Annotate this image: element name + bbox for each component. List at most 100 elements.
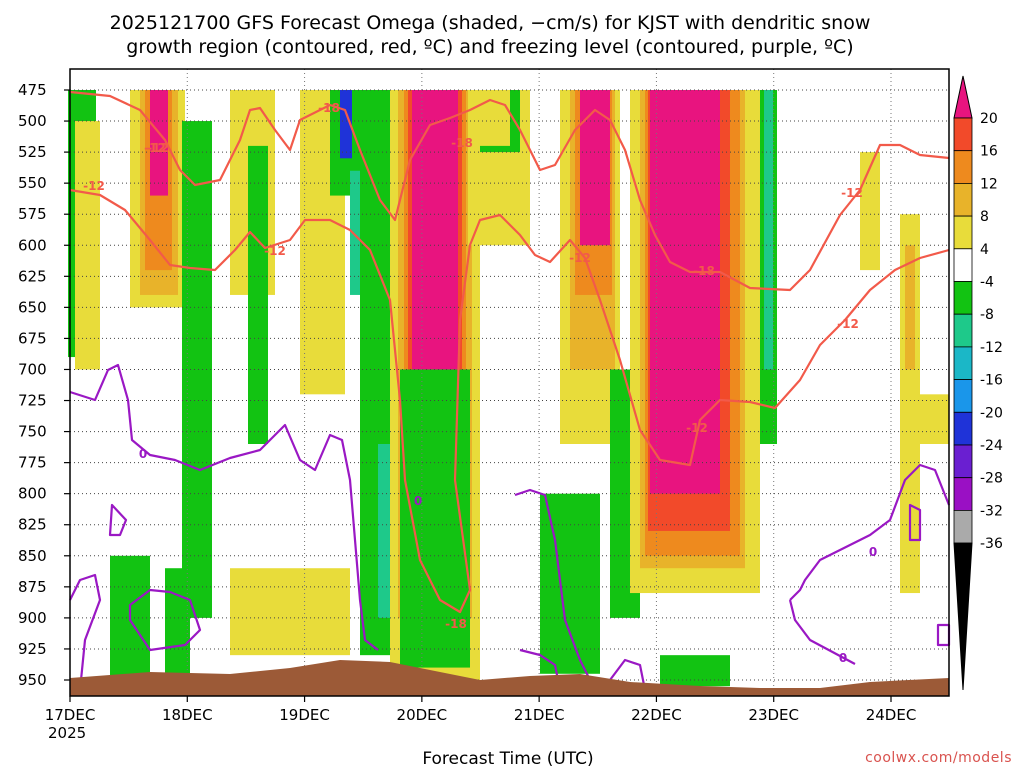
colorbar-label: 16: [980, 144, 998, 160]
x-tick-label: 20DEC: [397, 706, 448, 724]
x-axis-label: Forecast Time (UTC): [422, 749, 593, 768]
colorbar-label: -28: [980, 471, 1003, 487]
contour-label: -12: [144, 141, 166, 155]
x-axis: 17DEC 18DEC 19DEC 20DEC 21DEC 22DEC 23DEC 24DEC: [45, 696, 917, 724]
y-tick-label: 800: [18, 485, 47, 503]
x-tick-label: 19DEC: [279, 706, 330, 724]
colorbar-segment: [953, 182, 973, 217]
terrain-fill: [70, 660, 949, 696]
x-tick-label: 21DEC: [514, 706, 565, 724]
y-tick-label: 725: [18, 392, 47, 410]
colorbar-segment: [953, 477, 973, 511]
x-tick-label: 22DEC: [631, 706, 682, 724]
contour-label: -12: [83, 179, 105, 193]
contour-label: 0: [839, 651, 847, 665]
freezing-contour: [69, 363, 379, 651]
dgz-contour: [69, 188, 950, 614]
colorbar-segment: [953, 411, 973, 446]
omega-plume: [340, 90, 352, 159]
y-tick-label: 900: [18, 609, 47, 627]
x-tick-label: 24DEC: [866, 706, 917, 724]
x-tick-label: 17DEC: [45, 706, 96, 724]
omega-plume: [920, 394, 949, 444]
omega-plume: [150, 90, 168, 196]
contour-label: 0: [139, 447, 147, 461]
omega-plume: [470, 90, 510, 146]
colorbar-label: -4: [980, 275, 994, 291]
freezing-contour: [69, 573, 102, 691]
colorbar-segment: [953, 117, 973, 152]
omega-plume: [540, 493, 600, 674]
colorbar-label: 20: [980, 111, 998, 127]
contour-label: -12: [147, 141, 169, 155]
contour-label: -12: [569, 251, 591, 265]
omega-plume: [650, 90, 720, 494]
colorbar-label: 8: [980, 209, 989, 225]
y-tick-label: 850: [18, 547, 47, 565]
terrain-mask: [70, 660, 949, 696]
omega-plume: [165, 568, 190, 674]
y-tick-label: 875: [18, 578, 47, 596]
contour-label: -18: [451, 136, 473, 150]
freezing-contour: [514, 488, 596, 691]
freezing-contour: [108, 503, 128, 537]
y-tick-label: 550: [18, 174, 47, 192]
dgz-contour: [69, 90, 950, 292]
omega-plume: [248, 145, 268, 445]
omega-plume: [580, 90, 610, 246]
freezing-contour: [128, 588, 202, 652]
x-tick-label: 23DEC: [748, 706, 799, 724]
colorbar-label: -8: [980, 307, 994, 323]
chart-title-line1: 2025121700 GFS Forecast Omega (shaded, −…: [110, 12, 871, 34]
colorbar-segment: [953, 509, 973, 544]
colorbar-label: 12: [980, 176, 998, 192]
contour-label: -18: [445, 617, 467, 631]
y-tick-label: 600: [18, 236, 47, 254]
y-tick-label: 700: [18, 360, 47, 378]
colorbar-segment: [953, 150, 973, 184]
contour-label: 0: [414, 494, 422, 508]
y-tick-label: 575: [18, 205, 47, 223]
colorbar-label: -12: [980, 340, 1003, 356]
omega-plume: [660, 655, 730, 687]
y-tick-label: 750: [18, 423, 47, 441]
x-tick-label: 18DEC: [162, 706, 213, 724]
colorbar: 20 16 12 8 4 -4 -8 -12 -16 -20 -24 -28 -32 -36: [953, 75, 1003, 691]
plot-frame: [69, 68, 950, 697]
freezing-contour: [908, 503, 922, 542]
x-axis-year: 2025: [48, 724, 86, 742]
colorbar-segment: [953, 248, 973, 282]
colorbar-top-arrow: [953, 75, 973, 119]
colorbar-label: -16: [980, 373, 1003, 389]
contour-label: 0: [869, 545, 877, 559]
colorbar-bottom-arrow: [953, 542, 973, 691]
omega-plume: [350, 170, 362, 295]
freezing-contour: [789, 463, 951, 601]
colorbar-label: -32: [980, 503, 1003, 519]
colorbar-label: 4: [980, 242, 989, 258]
contour-label: -12: [686, 421, 708, 435]
y-axis: 475 500 525 550 575 600 625 650 675 700 725 750 775 8…: [18, 81, 70, 689]
colorbar-segment: [953, 444, 973, 479]
contour-label: -18: [318, 101, 340, 115]
colorbar-label: -20: [980, 405, 1003, 421]
omega-plume: [230, 568, 350, 656]
y-tick-label: 650: [18, 298, 47, 316]
y-tick-label: 825: [18, 516, 47, 534]
omega-plume: [378, 444, 392, 618]
colorbar-segment: [953, 379, 973, 413]
contour-label: -12: [841, 186, 863, 200]
contour-label: -18: [693, 264, 715, 278]
chart-title-line2: growth region (contoured, red, ºC) and f…: [126, 36, 853, 58]
colorbar-segment: [953, 281, 973, 315]
omega-shading: [68, 90, 949, 687]
y-tick-label: 675: [18, 329, 47, 347]
omega-plume: [75, 121, 100, 370]
colorbar-label: -36: [980, 536, 1003, 552]
freezing-contour: [609, 658, 647, 691]
omega-plume: [860, 152, 880, 271]
credit-text: coolwx.com/models: [865, 750, 1012, 766]
y-tick-label: 925: [18, 640, 47, 658]
freezing-contour: [788, 599, 856, 665]
